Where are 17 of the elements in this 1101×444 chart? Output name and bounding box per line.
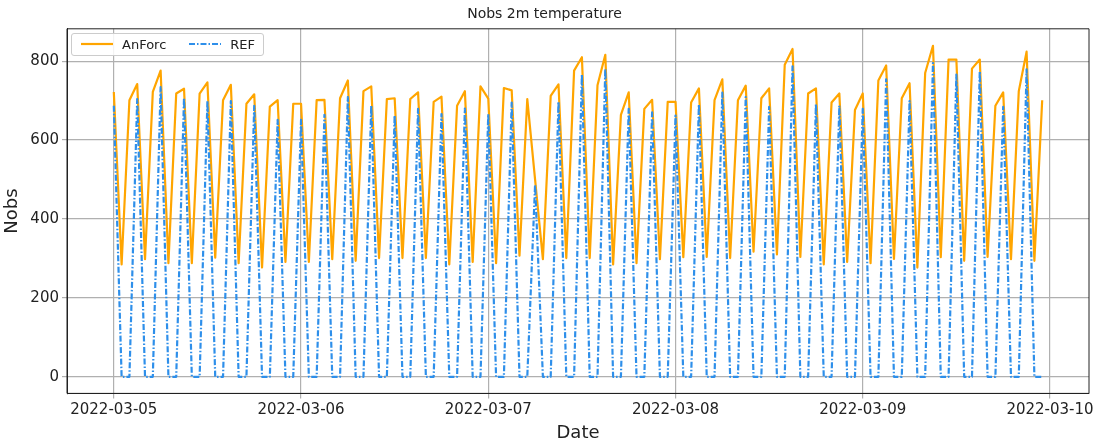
legend-label: AnForc — [122, 36, 167, 52]
y-tick-label: 0 — [49, 366, 59, 385]
chart-title: Nobs 2m temperature — [467, 5, 622, 22]
y-axis-title: Nobs — [0, 188, 22, 234]
x-tick-label: 2022-03-07 — [444, 400, 532, 419]
y-tick-label: 200 — [30, 287, 59, 306]
y-tick-label: 600 — [30, 129, 59, 148]
x-tick-label: 2022-03-10 — [1006, 400, 1094, 419]
y-tick-label: 800 — [30, 51, 59, 70]
x-tick-label: 2022-03-09 — [819, 400, 907, 419]
x-tick-label: 2022-03-05 — [70, 400, 158, 419]
y-tick-label: 400 — [30, 208, 59, 227]
x-axis-title: Date — [556, 420, 600, 442]
x-tick-label: 2022-03-06 — [257, 400, 345, 419]
legend-label: REF — [230, 36, 256, 52]
line-series — [112, 62, 1044, 378]
x-tick-label: 2022-03-08 — [631, 400, 720, 419]
